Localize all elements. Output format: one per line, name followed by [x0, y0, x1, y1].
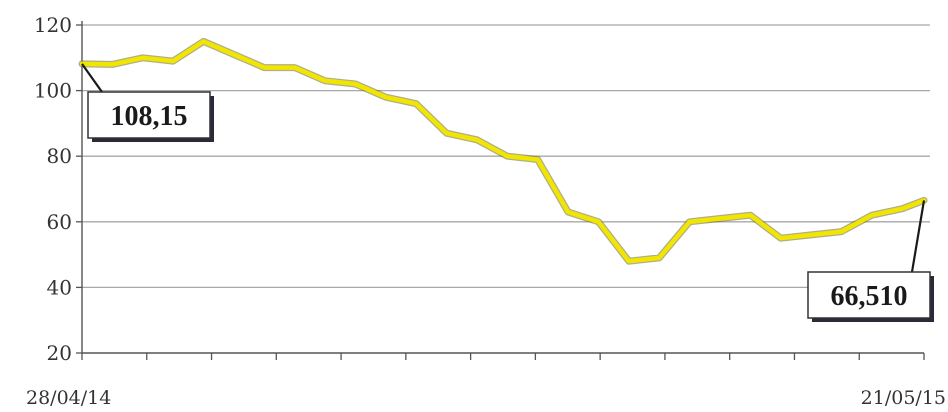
series [78, 37, 928, 265]
callout-box [807, 271, 931, 319]
y-tick-label: 120 [34, 13, 72, 37]
annotation-label: 66,510 [831, 281, 908, 312]
x-axis-end-label: 21/05/15 [861, 387, 946, 409]
axes [81, 21, 924, 354]
y-tick-label: 100 [34, 79, 72, 103]
y-tick-label: 20 [47, 341, 72, 365]
annotation-callout: 108,15 [81, 63, 214, 142]
y-tick-labels: 120 100 80 60 40 20 [34, 13, 72, 365]
annotation-label: 108,15 [111, 101, 188, 132]
series-line [79, 39, 927, 264]
callouts: 108,15 66,510 [81, 63, 934, 322]
callout-leader [81, 63, 103, 93]
series-line-shadow [78, 37, 928, 265]
grid [76, 24, 930, 354]
y-tick-label: 80 [47, 144, 72, 168]
x-axis-start-label: 28/04/14 [26, 387, 111, 409]
y-tick-label: 60 [47, 210, 72, 234]
x-ticks [81, 353, 925, 360]
y-tick-label: 40 [47, 275, 72, 299]
callout-leader [910, 200, 926, 273]
annotation-callout: 66,510 [807, 200, 934, 322]
callout-box [87, 91, 211, 139]
